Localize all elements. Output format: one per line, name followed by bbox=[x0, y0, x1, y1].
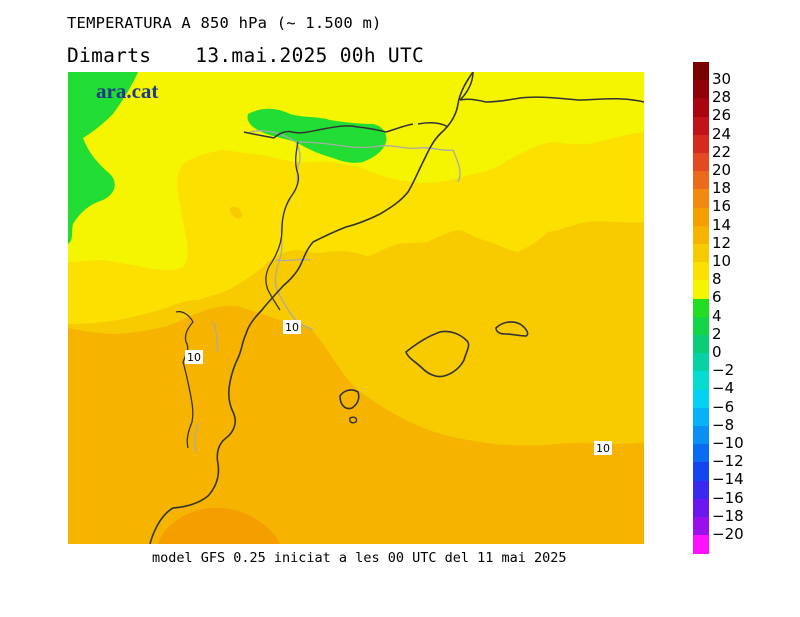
colorbar-tick-label: −18 bbox=[712, 506, 744, 525]
contour-label: 10 bbox=[283, 320, 301, 334]
field-orange-dark bbox=[158, 507, 280, 544]
forecast-time: Dimarts 13.mai.2025 00h UTC bbox=[67, 44, 424, 67]
colorbar-tick-label: −10 bbox=[712, 434, 744, 452]
colorbar-segment bbox=[693, 480, 709, 500]
colorbar-segment bbox=[693, 134, 709, 154]
temperature-map: ara.cat 10 10 10 bbox=[68, 72, 644, 544]
colorbar-tick-label: 26 bbox=[712, 106, 732, 125]
colorbar-segment bbox=[693, 371, 709, 391]
colorbar-segment bbox=[693, 116, 709, 136]
colorbar-segment bbox=[693, 80, 709, 99]
temperature-colorbar bbox=[693, 62, 709, 554]
model-run-caption: model GFS 0.25 iniciat a les 00 UTC del … bbox=[152, 550, 567, 566]
formentera-island bbox=[349, 416, 358, 424]
colorbar-tick-label: 30 bbox=[712, 70, 732, 88]
colorbar-segment bbox=[693, 316, 709, 336]
colorbar-tick-label: 18 bbox=[712, 179, 732, 198]
mallorca-island bbox=[405, 330, 470, 378]
colorbar-segment bbox=[693, 225, 709, 245]
colorbar-segment bbox=[693, 498, 709, 518]
colorbar-tick-label: 22 bbox=[712, 142, 732, 161]
colorbar-segment bbox=[693, 389, 709, 409]
contour-label: 10 bbox=[185, 350, 203, 364]
field-yellow-light bbox=[68, 72, 644, 271]
southern-border bbox=[175, 310, 194, 449]
colorbar-segment bbox=[693, 298, 709, 318]
colorbar-tick-label: 20 bbox=[712, 161, 732, 179]
colorbar-segment bbox=[693, 207, 709, 227]
colorbar-tick-label: −20 bbox=[712, 525, 744, 543]
ibiza-island bbox=[339, 389, 360, 410]
contour-label-text: 10 bbox=[187, 351, 201, 364]
colorbar-tick-label: 0 bbox=[712, 343, 722, 361]
colorbar-segment bbox=[693, 262, 709, 281]
colorbar-tick-label: 8 bbox=[712, 270, 722, 289]
colorbar-segment bbox=[693, 444, 709, 463]
colorbar-segment bbox=[693, 280, 709, 300]
colorbar-segment bbox=[693, 353, 709, 372]
interior-border bbox=[265, 141, 300, 311]
colorbar-segment bbox=[693, 335, 709, 354]
colorbar-tick-label: −12 bbox=[712, 452, 744, 471]
colorbar-segment bbox=[693, 462, 709, 482]
colorbar-tick-label: −16 bbox=[712, 488, 744, 507]
colorbar-tick-label: −14 bbox=[712, 470, 744, 489]
contour-label-text: 10 bbox=[596, 442, 610, 455]
colorbar-tick-label: 28 bbox=[712, 88, 732, 107]
map-title: TEMPERATURA A 850 hPa (~ 1.500 m) bbox=[67, 14, 382, 32]
colorbar-tick-label: 12 bbox=[712, 233, 732, 252]
colorbar-tick-label: −6 bbox=[712, 397, 735, 416]
field-green-pyrenees bbox=[247, 108, 387, 163]
colorbar-tick-label: 10 bbox=[712, 252, 732, 270]
colorbar-tick-label: 4 bbox=[712, 306, 722, 325]
colorbar-segment bbox=[693, 535, 709, 554]
weekday-label: Dimarts bbox=[67, 44, 152, 67]
colorbar-segment bbox=[693, 407, 709, 427]
coastline bbox=[149, 72, 474, 544]
colorbar-segment bbox=[693, 62, 709, 81]
colorbar-tick-label: 24 bbox=[712, 124, 732, 143]
colorbar-tick-label: −2 bbox=[712, 361, 735, 380]
field-green-nw bbox=[68, 72, 138, 244]
colorbar-tick-label: 2 bbox=[712, 324, 722, 343]
colorbar-tick-label: 6 bbox=[712, 288, 722, 307]
northern-coastline bbox=[243, 72, 644, 139]
colorbar-tick-label: 14 bbox=[712, 215, 732, 234]
contour-label: 10 bbox=[594, 441, 612, 455]
colorbar-segment bbox=[693, 517, 709, 536]
contour-label-text: 10 bbox=[285, 321, 299, 334]
field-gold-spot bbox=[230, 206, 243, 219]
menorca-island bbox=[495, 321, 529, 337]
datetime-label: 13.mai.2025 00h UTC bbox=[195, 44, 425, 67]
colorbar-segment bbox=[693, 426, 709, 445]
colorbar-segment bbox=[693, 244, 709, 263]
colorbar-tick-label: −4 bbox=[712, 379, 735, 398]
colorbar-tick-label: −8 bbox=[712, 415, 735, 434]
colorbar-segment bbox=[693, 189, 709, 209]
colorbar-segment bbox=[693, 98, 709, 118]
colorbar-segment bbox=[693, 153, 709, 172]
logo-text: ara.cat bbox=[96, 79, 158, 103]
colorbar-segment bbox=[693, 171, 709, 190]
colorbar-tick-label: 16 bbox=[712, 197, 732, 216]
